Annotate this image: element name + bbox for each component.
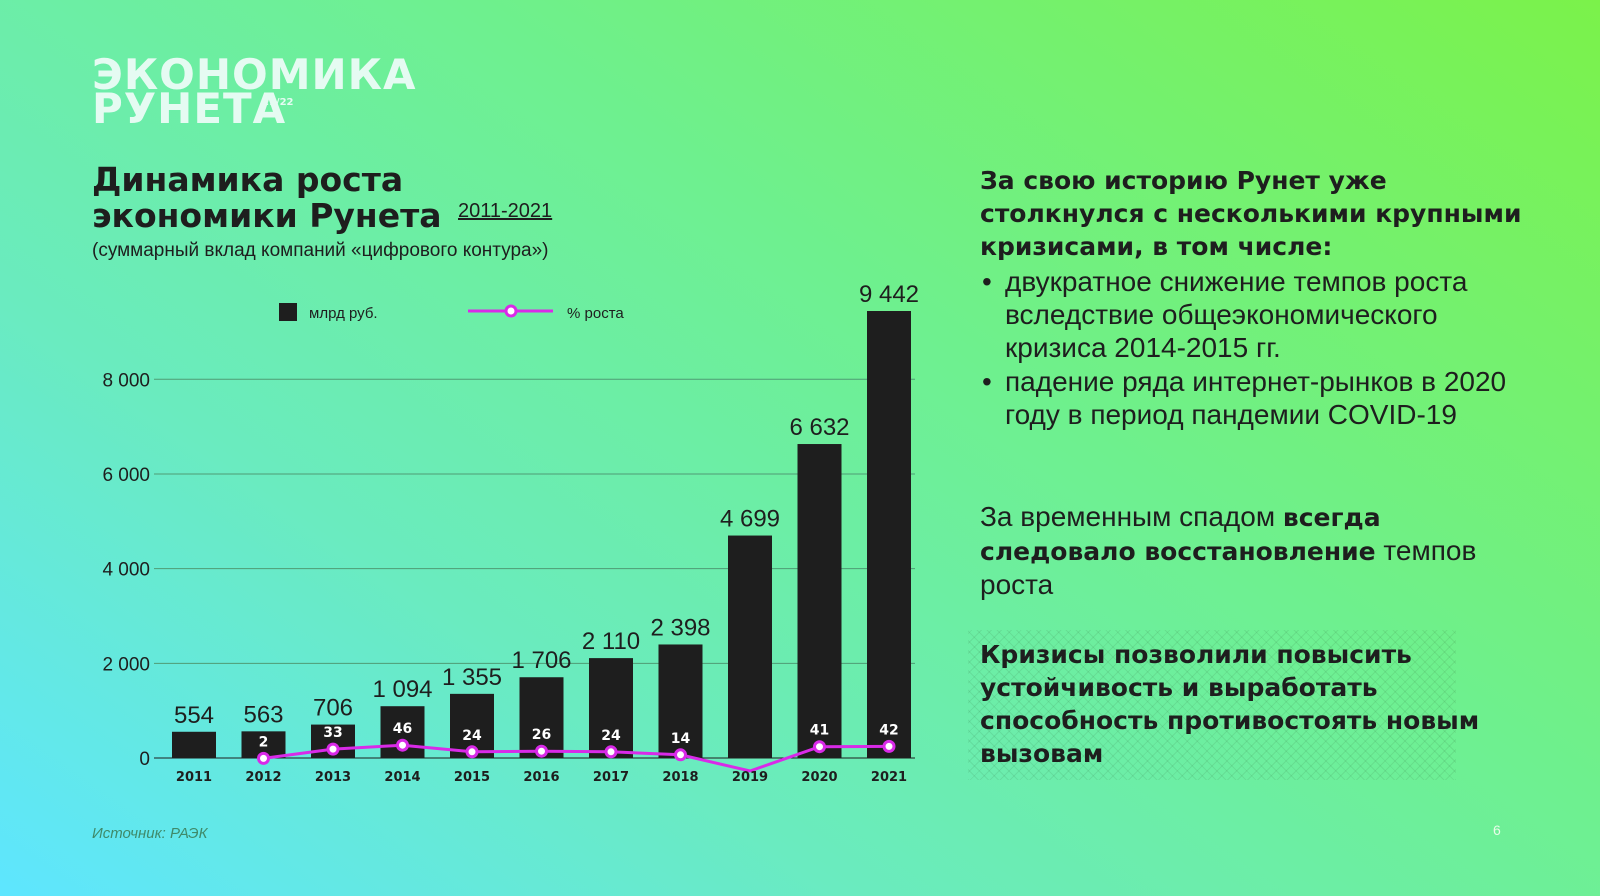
bar-value-label: 1 094 (372, 676, 432, 703)
growth-point (604, 745, 618, 759)
recovery-bold: всегда следовало восстановление (980, 503, 1381, 566)
bar-layer (172, 311, 911, 758)
legend-line-marker (504, 304, 518, 318)
bar (172, 731, 216, 758)
growth-label: 42 (879, 722, 898, 738)
y-tick-label: 2 000 (102, 654, 150, 675)
logo-line-1: ЭКОНОМИКА (92, 50, 417, 99)
crisis-item-text: падение ряда интернет-рынков в 2020 году… (1005, 366, 1507, 430)
growth-label: 24 (462, 728, 482, 744)
crises-list: • двукратное снижение темпов роста вследс… (980, 265, 1540, 432)
chart-title-line-1: Динамика роста (92, 160, 404, 199)
crisis-item-2: • падение ряда интернет-рынков в 2020 год… (980, 365, 1540, 431)
bar-value-label: 563 (243, 701, 283, 728)
page-number: 6 (1493, 822, 1501, 838)
growth-point (674, 748, 687, 762)
x-tick-label: 2013 (315, 770, 351, 785)
bullet-mark: • (982, 266, 992, 297)
y-tick-label: 8 000 (102, 370, 150, 391)
x-tick-label: 2020 (801, 770, 837, 785)
growth-point (813, 740, 826, 754)
crisis-item-text: двукратное снижение темпов роста вследст… (1005, 266, 1468, 363)
y-tick-label: 4 000 (102, 560, 150, 581)
growth-point (465, 745, 479, 759)
chart-years: 2011-2021 (458, 200, 553, 222)
logo-line-2: РУНЕТА (92, 84, 287, 133)
x-tick-label: 2012 (245, 770, 281, 785)
legend-bar-swatch (279, 303, 297, 321)
growth-label: 33 (323, 725, 342, 741)
chart-title-line-2: экономики Рунета (92, 196, 442, 235)
growth-point (257, 751, 270, 765)
bar-value-label: 2 110 (582, 628, 640, 655)
x-tick-label: 2011 (176, 770, 212, 785)
bar (589, 658, 633, 758)
bar-value-label: 1 355 (442, 664, 502, 691)
y-tick-label: 6 000 (102, 465, 150, 486)
label-layer: 554 2011 563 2012 706 2013 1 094 2014 1 355 2015 1… (174, 281, 919, 785)
bar (658, 644, 703, 758)
growth-point (535, 744, 548, 758)
logo: ЭКОНОМИКА РУНЕТА 21/22 (92, 50, 417, 133)
recovery-paragraph: За временным спадом всегда следовало вос… (980, 500, 1540, 601)
x-tick-label: 2018 (662, 770, 698, 785)
x-tick-label: 2019 (732, 770, 768, 785)
bar-value-label: 554 (174, 702, 214, 729)
legend-line-label: % роста (567, 305, 624, 322)
bar (867, 311, 911, 758)
growth-label: 14 (671, 731, 691, 747)
legend-bar-label: млрд руб. (309, 305, 378, 322)
bullet-mark: • (982, 366, 992, 397)
bar-value-label: 2 398 (650, 614, 710, 641)
bar (519, 677, 564, 758)
crisis-conclusion: Кризисы позволили повысить устойчивость … (980, 640, 1480, 768)
chart-title: Динамика роста экономики Рунета (92, 162, 441, 234)
x-tick-label: 2016 (523, 770, 559, 785)
bar-value-label: 1 706 (511, 647, 571, 674)
recovery-pre: За временным спадом (980, 501, 1276, 532)
growth-line (263, 743, 890, 773)
source-note: Источник: РАЭК (92, 825, 208, 842)
bar-value-label: 4 699 (720, 506, 780, 533)
chart-subtitle: (суммарный вклад компаний «цифрового кон… (92, 240, 549, 261)
y-tick-label: 0 (139, 749, 150, 770)
growth-label: 2 (259, 734, 269, 750)
growth-point (882, 739, 896, 753)
grid-layer: 0 2 000 4 000 6 000 8 000 (102, 370, 915, 770)
growth-point (396, 738, 409, 752)
growth-label: 24 (601, 728, 621, 744)
legend-layer: млрд руб. % роста (279, 303, 624, 322)
logo-edition: 21/22 (262, 97, 294, 108)
growth-chart: 0 2 000 4 000 6 000 8 000 554 2011 563 2012 706 2… (102, 281, 919, 785)
growth-label: 46 (393, 721, 412, 737)
recovery-post: темпов роста (980, 535, 1477, 600)
bar-value-label: 9 442 (859, 281, 919, 308)
bar (728, 535, 772, 758)
bar (797, 444, 842, 758)
crisis-item-1: • двукратное снижение темпов роста вследс… (980, 265, 1540, 364)
growth-point (326, 742, 340, 756)
crises-heading: За свою историю Рунет уже столкнулся с н… (980, 166, 1522, 261)
x-tick-label: 2021 (871, 770, 907, 785)
x-tick-label: 2014 (384, 770, 420, 785)
bar-value-label: 706 (313, 695, 353, 722)
growth-label: 26 (532, 727, 551, 743)
x-tick-label: 2015 (454, 770, 490, 785)
bar-value-label: 6 632 (789, 414, 849, 441)
crisis-hatch-box (968, 630, 1456, 780)
x-tick-label: 2017 (593, 770, 629, 785)
growth-label: 41 (810, 723, 829, 739)
line-layer (257, 738, 896, 773)
